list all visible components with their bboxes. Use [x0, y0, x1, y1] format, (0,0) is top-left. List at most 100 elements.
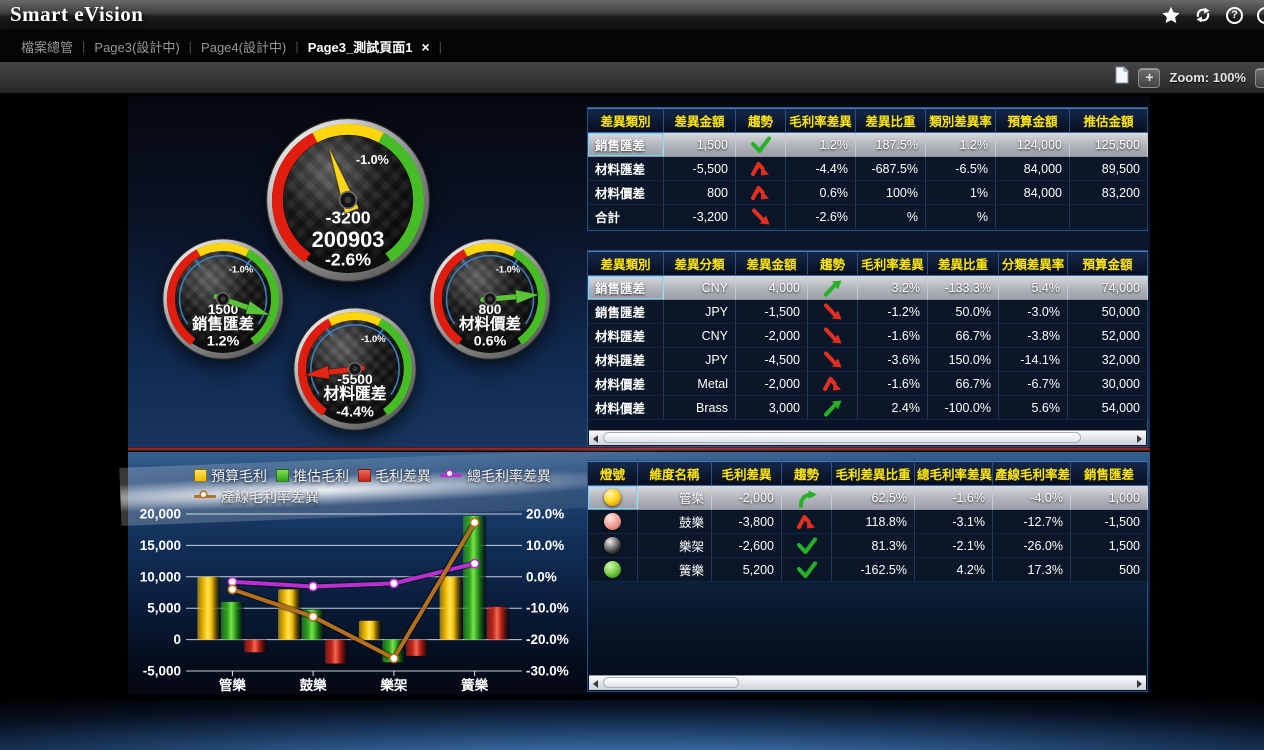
data-point[interactable] [227, 584, 238, 595]
legend-item[interactable]: 毛利差異 [358, 466, 431, 486]
help-icon[interactable]: ? [1226, 6, 1243, 24]
legend-item[interactable]: 推估毛利 [276, 466, 349, 486]
table-row[interactable]: 材料匯差 CNY -2,000 -1.6% 66.7% -3.8% 52,000 [588, 324, 1148, 348]
scroll-left-arrow[interactable] [589, 676, 603, 691]
column-header[interactable]: 預算金額 [1068, 251, 1148, 276]
table-row[interactable]: 材料匯差 JPY -4,500 -3.6% 150.0% -14.1% 32,000 [588, 348, 1148, 372]
bar-推估毛利[interactable] [463, 515, 487, 640]
bar-預算毛利[interactable] [358, 620, 382, 640]
scrollbar-thumb[interactable] [603, 677, 739, 688]
column-header[interactable]: 類別差異率 [926, 108, 996, 133]
table-row[interactable]: 合計 -3,200 -2.6%%% [588, 205, 1148, 229]
gauge-total-variance[interactable]: -1.0% -3200 200903 -2.6% [264, 116, 432, 284]
table-cell: CNY [664, 324, 736, 348]
data-point[interactable] [388, 578, 399, 589]
new-page-icon[interactable] [1115, 65, 1130, 89]
column-header[interactable]: 預算金額 [996, 108, 1070, 133]
bar-毛利差異[interactable] [244, 639, 268, 653]
column-header[interactable]: 差異類別 [588, 108, 664, 133]
table-cell: 66.7% [928, 324, 999, 348]
column-header[interactable]: 趨勢 [736, 108, 786, 133]
legend-item[interactable]: 總毛利率差異 [440, 466, 551, 486]
column-header[interactable]: 差異金額 [664, 108, 736, 133]
column-header[interactable]: 維度名稱 [638, 461, 712, 486]
column-header[interactable]: 差異分類 [664, 251, 736, 276]
bar-毛利差異[interactable] [325, 639, 349, 664]
status-light-green [604, 561, 621, 578]
scrollbar-thumb[interactable] [603, 432, 1081, 443]
tab-page3-test[interactable]: Page3_測試頁面1 × [299, 37, 439, 56]
table-row[interactable]: 材料價差 Metal -2,000 -1.6% 66.7% -6.7% 30,000 [588, 372, 1148, 396]
scroll-right-arrow[interactable] [1132, 676, 1146, 691]
bar-毛利差異[interactable] [486, 606, 510, 640]
horizontal-scrollbar[interactable] [589, 430, 1146, 445]
data-point[interactable] [308, 611, 319, 622]
gauge-green-band [377, 318, 412, 416]
line-總毛利率差異 [230, 561, 477, 589]
column-header[interactable]: 趨勢 [782, 461, 832, 486]
data-point[interactable] [469, 558, 480, 569]
column-header[interactable]: 差異金額 [736, 251, 808, 276]
favorite-star-icon[interactable] [1162, 6, 1180, 24]
bar-毛利差異[interactable] [405, 639, 429, 656]
clipped-zoom-button[interactable] [1255, 67, 1264, 88]
column-header[interactable]: 差異比重 [928, 251, 999, 276]
tab-page4-design[interactable]: Page4(設計中) [201, 39, 287, 55]
table-row[interactable]: 樂架 -2,600 81.3% -2.1% -26.0% 1,500 [588, 534, 1148, 558]
data-point[interactable] [388, 653, 399, 664]
tab-page3-design[interactable]: Page3(設計中) [94, 39, 180, 55]
gauge-value: 0.6% [474, 334, 507, 350]
legend-item[interactable]: 產線毛利率差異 [194, 487, 319, 507]
bar-推估毛利[interactable] [220, 601, 244, 640]
refresh-icon[interactable] [1194, 6, 1212, 24]
scroll-left-arrow[interactable] [589, 431, 603, 446]
profit-combo-chart[interactable]: 預算毛利 推估毛利 毛利差異 總毛利率差異 產線毛利率差異 20,000 20.0% 15… [128, 452, 600, 695]
table-row[interactable]: 材料價差 Brass 3,000 2.4% -100.0% 5.6% 54,000 [588, 396, 1148, 420]
table-row[interactable]: 管樂 -2,000 62.5% -1.6% -4.0% 1,000 [588, 486, 1148, 510]
table-row[interactable]: 簧樂 5,200 -162.5% 4.2% 17.3% 500 [588, 558, 1148, 582]
bar-預算毛利[interactable] [278, 589, 302, 640]
gauge-yellow-band [328, 312, 382, 326]
column-header[interactable]: 毛利差異比重 [832, 461, 915, 486]
scroll-right-arrow[interactable] [1132, 431, 1146, 446]
column-header[interactable]: 分類差異率 [999, 251, 1068, 276]
table-row[interactable]: 鼓樂 -3,800 118.8% -3.1% -12.7% -1,500 [588, 510, 1148, 534]
table-cell: % [856, 205, 926, 229]
horizontal-scrollbar[interactable] [589, 675, 1146, 690]
table-row[interactable]: 銷售匯差 CNY 4,000 3.2% -133.3% 5.4% 74,000 [588, 276, 1148, 300]
column-header[interactable]: 毛利率差異 [858, 251, 928, 276]
gauge-sales-fx-variance[interactable]: -1.0% 1500 銷售匯差 1.2% [161, 237, 285, 361]
dashboard-bottom-panel: 預算毛利 推估毛利 毛利差異 總毛利率差異 產線毛利率差異 20,000 20.0% 15… [119, 428, 1159, 695]
trend-red-down-icon [822, 303, 844, 319]
table-row[interactable]: 材料匯差 -5,500 -4.4% -687.5% -6.5% 84,000 89,500 [588, 157, 1148, 181]
column-header[interactable]: 毛利差異 [712, 461, 782, 486]
combo-chart-svg[interactable]: 20,000 20.0% 15,000 10.0% 10,000 0.0% 5,000 -10… [128, 452, 600, 695]
column-header[interactable]: 趨勢 [808, 251, 858, 276]
data-point[interactable] [308, 581, 319, 592]
column-header[interactable]: 差異類別 [588, 251, 664, 276]
column-header[interactable]: 銷售匯差 [1071, 461, 1148, 486]
bar-預算毛利[interactable] [439, 576, 463, 640]
column-header[interactable]: 毛利率差異 [786, 108, 856, 133]
column-header[interactable]: 總毛利率差異 [915, 461, 993, 486]
column-header[interactable]: 燈號 [588, 461, 638, 486]
tab-file-manager[interactable]: 檔案總管 [21, 39, 74, 55]
table-row[interactable]: 材料價差 800 0.6% 100% 1% 84,000 83,200 [588, 181, 1148, 205]
column-header[interactable]: 推估金額 [1070, 108, 1148, 133]
trend-red-down-icon [822, 351, 844, 367]
bar-推估毛利[interactable] [301, 609, 325, 640]
table-cell: 合計 [588, 205, 664, 229]
table-cell: 銷售匯差 [588, 133, 664, 157]
table-row[interactable]: 銷售匯差 JPY -1,500 -1.2% 50.0% -3.0% 50,000 [588, 300, 1148, 324]
data-point[interactable] [469, 517, 480, 528]
legend-item[interactable]: 預算毛利 [194, 466, 267, 486]
column-header[interactable]: 產線毛利率差! [993, 461, 1071, 486]
zoom-in-button[interactable]: + [1138, 67, 1161, 88]
gauge-material-price-variance[interactable]: -1.0% 800 材料價差 0.6% [428, 237, 552, 361]
gauge-material-fx-variance[interactable]: -1.0% -5500 材料匯差 -4.4% [292, 306, 418, 432]
tab-close-icon[interactable]: × [421, 38, 430, 55]
clipped-header-icon[interactable] [1257, 6, 1264, 24]
bar-預算毛利[interactable] [197, 576, 221, 640]
column-header[interactable]: 差異比重 [856, 108, 926, 133]
table-row[interactable]: 銷售匯差 1,500 1.2% 187.5% 1.2% 124,000 125,500 [588, 133, 1148, 157]
